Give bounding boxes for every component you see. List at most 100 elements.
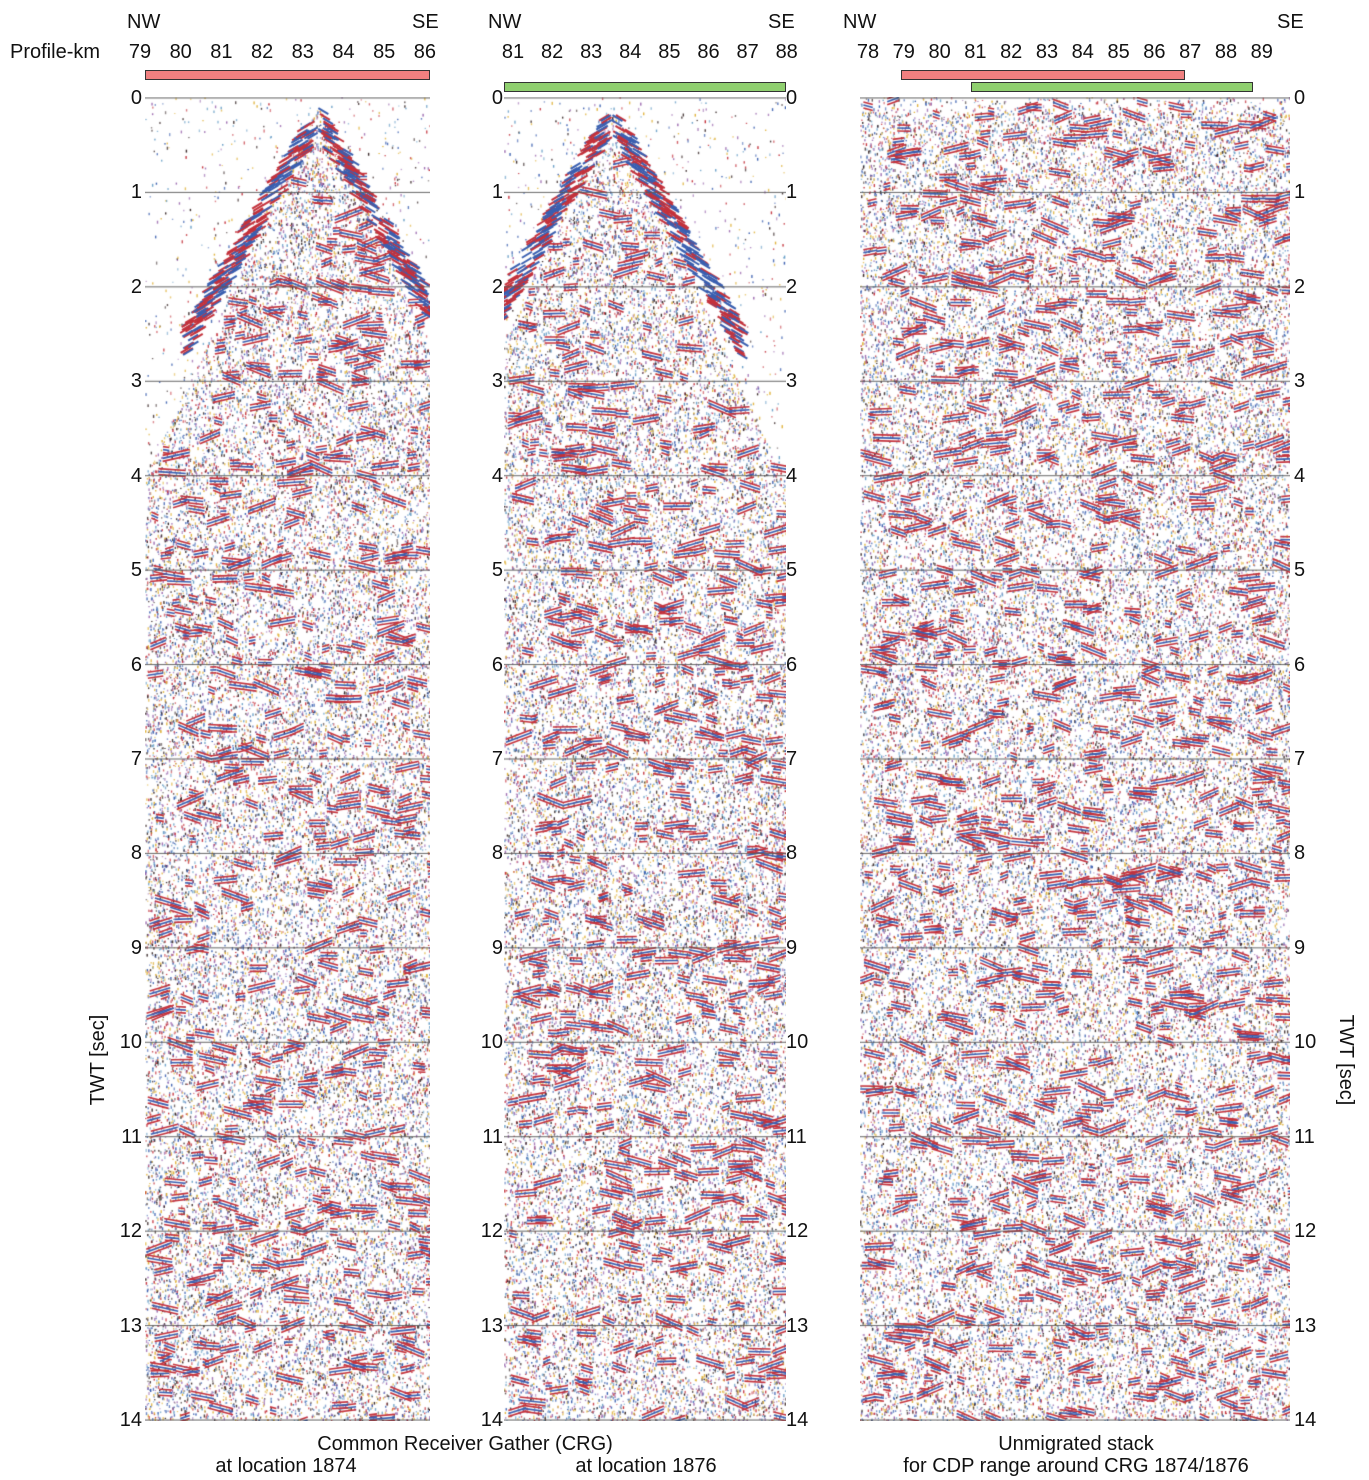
panel-a-direction-nw: NW (127, 11, 161, 33)
time-tick-label: 11 (121, 1125, 142, 1148)
time-tick-label: 14 (480, 1409, 503, 1431)
profile-km-label: Profile-km (10, 41, 101, 63)
km-tick-label: 79 (892, 41, 915, 63)
shared-caption-crg: Common Receiver Gather (CRG) (317, 1433, 613, 1455)
time-tick-label: 4 (1294, 464, 1306, 487)
km-tick-label: 82 (540, 41, 564, 63)
km-tick-label: 83 (580, 41, 603, 63)
time-tick-label: 1 (786, 181, 798, 204)
time-tick-label: 6 (491, 653, 503, 676)
time-tick-label: 5 (130, 559, 142, 582)
profile-coverage-bar-green (971, 82, 1253, 92)
time-tick-label: 12 (119, 1220, 142, 1243)
time-tick-label: 13 (786, 1314, 809, 1337)
time-tick-label: 6 (786, 653, 798, 676)
time-tick-label: 0 (786, 87, 798, 109)
time-tick-label: 7 (130, 748, 142, 770)
time-tick-label: 9 (786, 936, 798, 959)
caption-panel-b: at location 1876 (575, 1455, 717, 1477)
km-tick-label: 84 (619, 41, 642, 63)
panel-b-direction-nw: NW (488, 11, 522, 33)
panel-b-direction-se: SE (768, 11, 795, 33)
km-tick-label: 82 (250, 41, 274, 63)
km-tick-label: 87 (1179, 41, 1202, 63)
time-tick-label: 4 (130, 464, 142, 487)
time-tick-label: 2 (1294, 275, 1306, 298)
km-tick-label: 78 (856, 41, 880, 63)
time-tick-label: 2 (130, 275, 142, 298)
time-tick-label: 5 (491, 559, 503, 582)
time-tick-label: 3 (130, 370, 142, 393)
time-tick-label: 5 (786, 559, 798, 582)
time-tick-label: 10 (786, 1031, 809, 1054)
time-tick-label: 4 (786, 464, 798, 487)
time-tick-label: 1 (130, 181, 142, 204)
time-tick-label: 0 (491, 87, 503, 109)
seismic-section-c (860, 97, 1290, 1421)
time-tick-label: 9 (491, 936, 503, 959)
time-tick-label: 1 (1294, 181, 1306, 204)
seismic-section-a (145, 97, 430, 1421)
time-tick-label: 0 (130, 87, 142, 109)
km-tick-label: 83 (1035, 41, 1059, 63)
y-axis-label-left: TWT [sec] (87, 1014, 109, 1106)
km-tick-label: 86 (1143, 41, 1166, 63)
time-tick-label: 7 (1294, 748, 1306, 770)
caption-panel-a: at location 1874 (215, 1455, 357, 1477)
time-tick-label: 10 (1294, 1031, 1317, 1054)
km-tick-label: 88 (775, 41, 798, 63)
time-tick-label: 9 (130, 936, 142, 959)
km-tick-label: 82 (1000, 41, 1023, 63)
time-tick-label: 14 (786, 1409, 809, 1431)
time-tick-label: 6 (1294, 653, 1306, 676)
time-tick-label: 12 (1294, 1220, 1317, 1243)
km-tick-label: 87 (736, 41, 759, 63)
km-tick-label: 80 (928, 41, 951, 63)
km-tick-label: 81 (210, 41, 233, 63)
caption-panel-c-line2: for CDP range around CRG 1874/1876 (903, 1455, 1249, 1477)
time-tick-label: 5 (1294, 559, 1306, 582)
profile-coverage-bar-green (504, 82, 786, 92)
time-tick-label: 8 (130, 842, 142, 865)
km-tick-label: 84 (332, 41, 355, 63)
time-tick-label: 13 (1294, 1314, 1317, 1337)
time-tick-label: 7 (491, 748, 503, 770)
km-tick-label: 81 (501, 41, 525, 63)
time-tick-label: 10 (119, 1031, 142, 1054)
time-tick-label: 12 (480, 1220, 503, 1243)
km-tick-label: 85 (658, 41, 681, 63)
caption-panel-c-line1: Unmigrated stack (998, 1433, 1154, 1455)
km-tick-label: 86 (697, 41, 720, 63)
time-tick-label: 1 (491, 181, 503, 204)
km-tick-label: 89 (1250, 41, 1273, 63)
km-tick-label: 86 (413, 41, 437, 63)
time-tick-label: 13 (480, 1314, 503, 1337)
time-tick-label: 12 (786, 1220, 809, 1243)
time-tick-label: 2 (786, 275, 798, 298)
km-tick-label: 83 (291, 41, 314, 63)
time-tick-label: 8 (1294, 842, 1306, 865)
km-tick-label: 88 (1214, 41, 1238, 63)
km-tick-label: 85 (1107, 41, 1130, 63)
time-tick-label: 6 (130, 653, 142, 676)
time-tick-label: 9 (1294, 936, 1306, 959)
time-tick-label: 13 (119, 1314, 142, 1337)
time-tick-label: 3 (1294, 370, 1306, 393)
time-tick-label: 11 (786, 1125, 807, 1148)
time-tick-label: 8 (786, 842, 798, 865)
panel-c-direction-nw: NW (843, 11, 877, 33)
profile-coverage-bar-red (901, 70, 1185, 80)
time-tick-label: 3 (491, 370, 503, 393)
time-tick-label: 8 (491, 842, 503, 865)
y-axis-label-right: TWT [sec] (1335, 1014, 1357, 1106)
time-tick-label: 2 (491, 275, 503, 298)
time-tick-label: 11 (1294, 1125, 1315, 1148)
time-tick-label: 3 (786, 370, 798, 393)
km-tick-label: 84 (1071, 41, 1094, 63)
time-tick-label: 4 (491, 464, 503, 487)
km-tick-label: 79 (128, 41, 152, 63)
time-tick-label: 14 (1294, 1409, 1317, 1431)
time-tick-label: 7 (786, 748, 798, 770)
time-tick-label: 11 (482, 1125, 503, 1148)
